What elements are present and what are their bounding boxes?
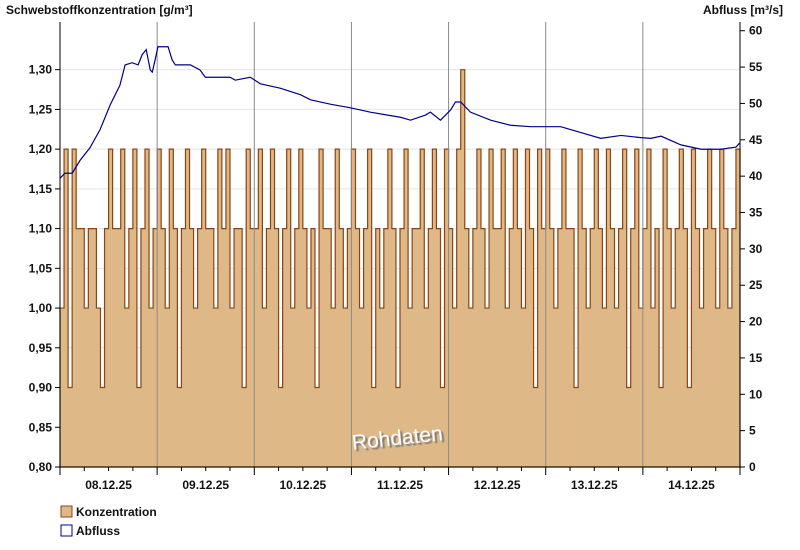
left-tick-label: 0,90 (29, 381, 53, 395)
right-axis-title: Abfluss [m³/s] (703, 3, 783, 17)
left-tick-label: 1,00 (29, 301, 53, 315)
left-tick-label: 1,10 (29, 222, 53, 236)
right-tick-label: 25 (749, 278, 763, 292)
konzentration-series (59, 69, 741, 468)
legend-label-abfluss: Abfluss (76, 524, 120, 538)
x-tick-label: 11.12.25 (377, 478, 423, 492)
legend-label-konzentration: Konzentration (76, 505, 157, 519)
right-tick-label: 40 (749, 169, 763, 183)
x-tick-label: 12.12.25 (474, 478, 521, 492)
left-tick-label: 1,25 (29, 102, 53, 116)
right-tick-label: 55 (749, 60, 763, 74)
right-tick-label: 45 (749, 133, 763, 147)
right-tick-label: 30 (749, 242, 763, 256)
left-tick-label: 1,30 (29, 63, 53, 77)
left-axis-title: Schwebstoffkonzentration [g/m³] (6, 3, 193, 17)
legend-swatch-abfluss (60, 524, 73, 537)
right-tick-label: 0 (749, 460, 756, 474)
legend: Konzentration Abfluss (60, 505, 157, 538)
axes: 0,80 0,85 0,90 0,95 1,00 1,05 1,10 1,15 1,20 1,25… (29, 22, 763, 492)
abfluss-series (59, 46, 741, 179)
konzentration-area (59, 69, 741, 468)
x-tick-label: 08.12.25 (85, 478, 132, 492)
left-tick-label: 0,80 (29, 460, 53, 474)
right-tick-label: 60 (749, 24, 763, 38)
abfluss-line (59, 46, 741, 179)
x-tick-label: 10.12.25 (279, 478, 326, 492)
right-tick-label: 15 (749, 351, 763, 365)
right-tick-label: 20 (749, 315, 763, 329)
left-tick-label: 1,15 (29, 182, 53, 196)
left-tick-label: 0,95 (29, 341, 53, 355)
x-tick-label: 13.12.25 (571, 478, 618, 492)
legend-swatch-konzentration (60, 505, 73, 518)
x-tick-label: 14.12.25 (668, 478, 715, 492)
right-tick-label: 50 (749, 96, 763, 110)
left-tick-label: 1,20 (29, 142, 53, 156)
right-tick-label: 35 (749, 206, 763, 220)
left-tick-label: 0,85 (29, 420, 53, 434)
right-tick-label: 5 (749, 424, 756, 438)
right-tick-label: 10 (749, 387, 763, 401)
left-tick-label: 1,05 (29, 261, 53, 275)
day-lines (156, 22, 644, 467)
x-tick-label: 09.12.25 (182, 478, 229, 492)
